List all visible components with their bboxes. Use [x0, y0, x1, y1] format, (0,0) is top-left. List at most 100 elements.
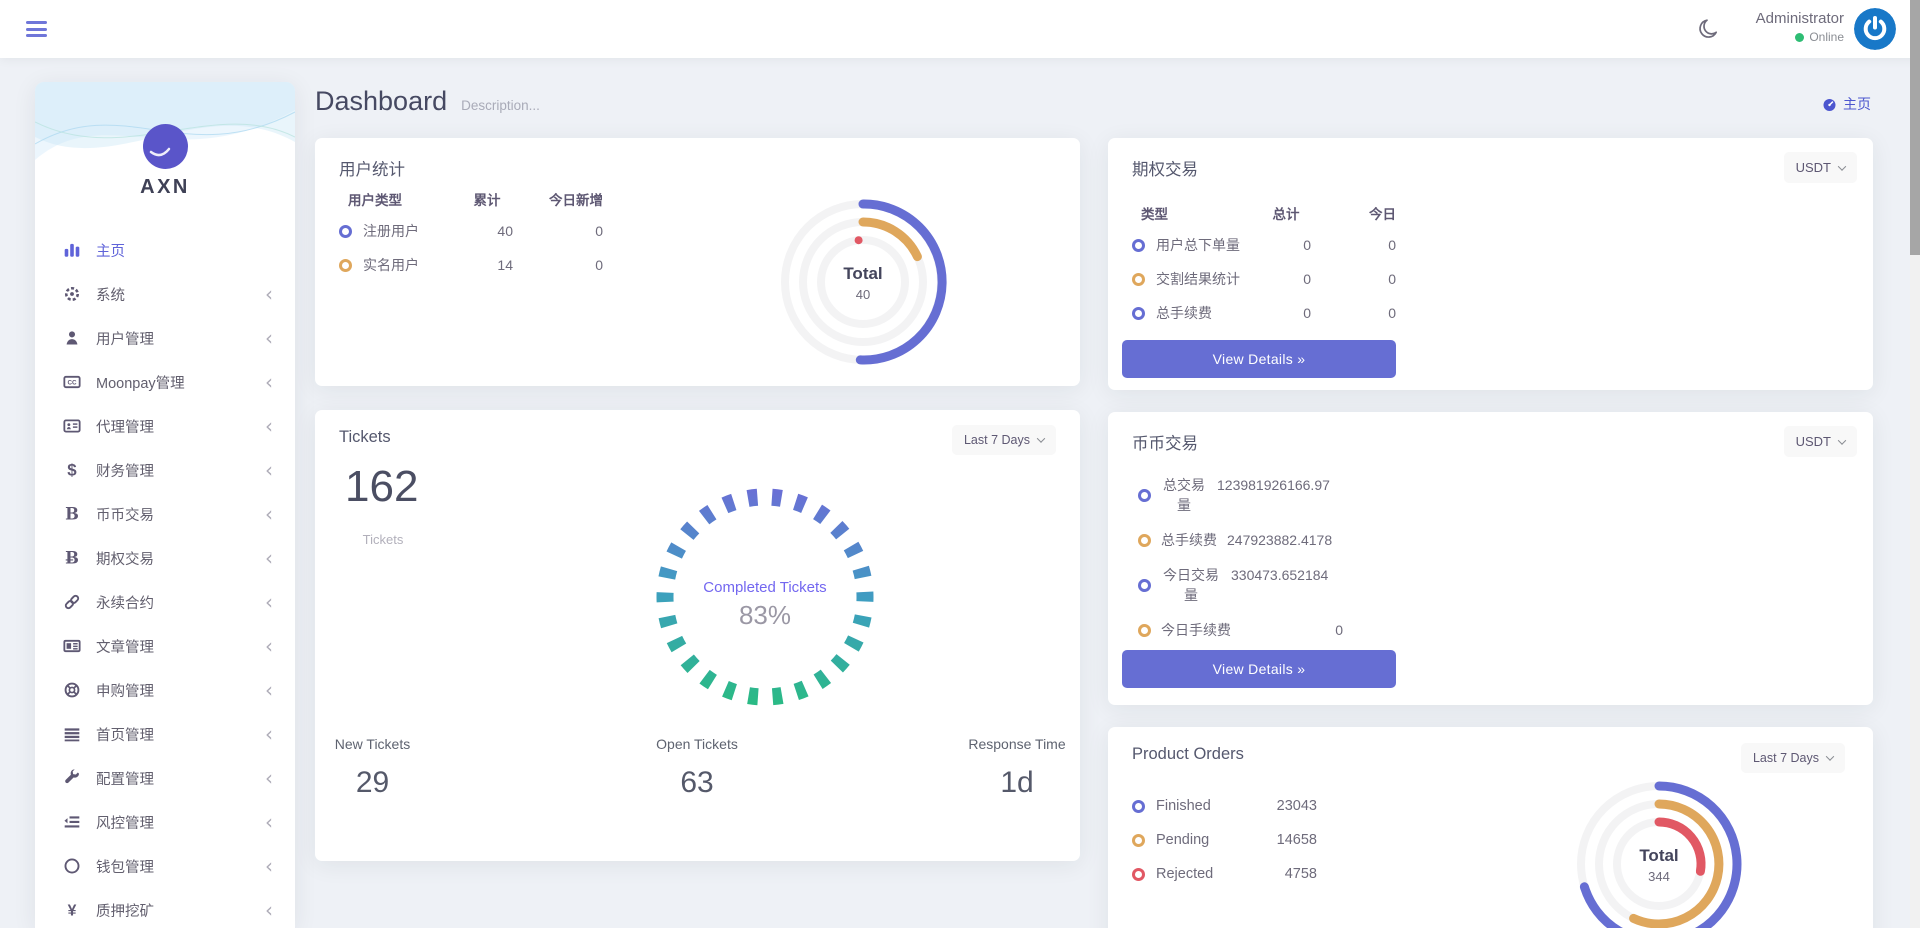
dark-mode-moon-icon[interactable]: [1696, 17, 1720, 46]
ticket-stat-new: New Tickets 29: [325, 736, 420, 800]
sidebar-menu: 主页 系统 ‹ 用户管理 ‹ CC Moonpay管理 ‹ 代理管理 ‹ $ 财…: [35, 228, 295, 928]
spot-row: 今日手续费 0: [1138, 620, 1343, 640]
sidebar-item-perpetual-contracts[interactable]: 永续合约 ‹: [35, 580, 295, 624]
range-dropdown[interactable]: Last 7 Days: [1740, 743, 1845, 773]
series-ring: [1138, 623, 1151, 637]
user-name: Administrator: [1755, 10, 1844, 27]
chart-center-label: Total: [843, 264, 882, 283]
range-dropdown[interactable]: Last 7 Days: [951, 425, 1056, 455]
view-details-button[interactable]: View Details »: [1122, 340, 1396, 378]
chevron-down-icon: [1837, 435, 1847, 445]
dollar-icon: $: [63, 461, 81, 479]
svg-text:B: B: [65, 505, 79, 523]
row-total: 14: [497, 257, 513, 273]
sidebar-item-agent-management[interactable]: 代理管理 ‹: [35, 404, 295, 448]
user-stats-radial-chart: Total 40: [768, 187, 958, 382]
currency-dropdown[interactable]: USDT: [1783, 426, 1857, 457]
row-label: 总手续费: [1156, 305, 1212, 321]
row-value: 330473.652184: [1231, 567, 1329, 583]
sidebar-item-article-management[interactable]: 文章管理 ‹: [35, 624, 295, 668]
currency-dropdown-value: USDT: [1795, 434, 1831, 449]
sidebar-item-label: 代理管理: [96, 419, 154, 436]
user-block: Administrator Online: [1756, 10, 1844, 44]
sidebar-item-label: 质押挖矿: [96, 903, 154, 920]
newspaper-icon: [63, 637, 81, 655]
breadcrumb[interactable]: 主页: [1822, 94, 1871, 114]
sidebar-item-config-management[interactable]: 配置管理 ‹: [35, 756, 295, 800]
sidebar-item-options-trading[interactable]: Ƀ 期权交易 ‹: [35, 536, 295, 580]
chevron-left-icon: ‹: [265, 854, 273, 878]
currency-dropdown[interactable]: USDT: [1783, 152, 1857, 183]
link-icon: [63, 593, 81, 611]
sidebar-item-label: Moonpay管理: [96, 375, 185, 392]
svg-text:Ƀ: Ƀ: [65, 549, 79, 567]
sidebar-item-spot-trading[interactable]: B 币币交易 ‹: [35, 492, 295, 536]
avatar[interactable]: [1854, 8, 1896, 50]
sidebar-item-label: 币币交易: [96, 507, 154, 524]
spot-rows: 总交易量 123981926166.97 总手续费 247923882.4178…: [1138, 460, 1393, 640]
range-dropdown-value: Last 7 Days: [963, 433, 1030, 447]
row-label: 今日交易量: [1163, 567, 1219, 603]
product-row: Finished 23043: [1132, 789, 1317, 823]
chart-center-value: 40: [856, 287, 870, 302]
life-ring-icon: [63, 681, 81, 699]
letter-b-icon: B: [63, 505, 81, 523]
row-today: 0: [1388, 271, 1396, 287]
donut-value: 83%: [739, 600, 791, 630]
chevron-down-icon: [1837, 161, 1847, 171]
chevron-left-icon: ‹: [265, 678, 273, 702]
column-header: 类型: [1141, 207, 1168, 222]
scrollbar-thumb[interactable]: [1910, 0, 1920, 255]
row-value: 247923882.4178: [1227, 532, 1333, 548]
row-label: 今日手续费: [1161, 622, 1231, 638]
stat-label: Response Time: [968, 736, 1066, 752]
gauge-icon: [1823, 98, 1836, 111]
sidebar-item-risk-management[interactable]: 风控管理 ‹: [35, 800, 295, 844]
series-ring: [1138, 533, 1151, 547]
view-details-button[interactable]: View Details »: [1122, 650, 1396, 688]
card-title: 期权交易: [1132, 161, 1198, 179]
sidebar-item-staking-mining[interactable]: ¥ 质押挖矿 ‹: [35, 888, 295, 928]
sidebar-item-system[interactable]: 系统 ‹: [35, 272, 295, 316]
sidebar-item-subscription-management[interactable]: 申购管理 ‹: [35, 668, 295, 712]
row-label: Rejected: [1156, 866, 1214, 882]
product-row: Pending 14658: [1132, 823, 1317, 857]
hamburger-menu-icon[interactable]: [26, 18, 47, 41]
stat-value: 29: [355, 766, 390, 799]
spot-row: 总手续费 247923882.4178: [1138, 530, 1393, 550]
sidebar-item-label: 系统: [96, 287, 125, 304]
sidebar-item-homepage-management[interactable]: 首页管理 ‹: [35, 712, 295, 756]
tickets-count: 162: [345, 462, 419, 511]
row-label: 总交易量: [1163, 477, 1205, 513]
sidebar-item-label: 主页: [96, 243, 125, 260]
row-total: 0: [1303, 305, 1311, 321]
chevron-left-icon: ‹: [265, 282, 273, 306]
bitcoin-icon: Ƀ: [63, 549, 81, 567]
tickets-count-label: Tickets: [362, 532, 404, 547]
tickets-card: Tickets Last 7 Days 162 Tickets Complete…: [315, 410, 1080, 861]
completed-tickets-donut-chart: Completed Tickets 83%: [640, 472, 890, 727]
row-label: Finished: [1156, 798, 1211, 814]
chevron-left-icon: ‹: [265, 326, 273, 350]
stat-value: 1d: [1000, 766, 1034, 799]
wrench-icon: [63, 769, 81, 787]
user-stats-card: 用户统计 用户类型 累计 今日新增 注册用户 40 0 实名用户 14 0 To…: [315, 138, 1080, 386]
sidebar-item-home[interactable]: 主页: [35, 228, 295, 272]
spot-row: 今日交易量 330473.652184: [1138, 565, 1393, 605]
sidebar-item-label: 申购管理: [96, 683, 154, 700]
sidebar-item-moonpay[interactable]: CC Moonpay管理 ‹: [35, 360, 295, 404]
sidebar-item-user-management[interactable]: 用户管理 ‹: [35, 316, 295, 360]
sidebar-item-finance[interactable]: $ 财务管理 ‹: [35, 448, 295, 492]
sidebar-item-wallet-management[interactable]: 钱包管理 ‹: [35, 844, 295, 888]
row-label: Pending: [1156, 832, 1210, 848]
user-status-label: Online: [1809, 30, 1844, 44]
row-today: 0: [595, 257, 603, 273]
row-total: 0: [1303, 271, 1311, 287]
row-today: 0: [1388, 305, 1396, 321]
row-label: 总手续费: [1161, 532, 1217, 548]
page-title: Dashboard: [315, 86, 448, 116]
series-ring: [1138, 488, 1151, 502]
series-ring: [339, 214, 363, 248]
page-scrollbar[interactable]: [1910, 0, 1920, 928]
stat-label: New Tickets: [334, 736, 411, 752]
